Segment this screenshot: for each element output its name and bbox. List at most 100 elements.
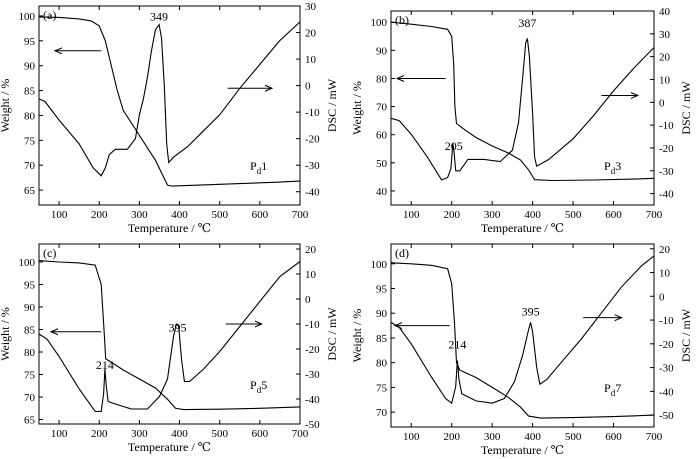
left-y-tick-label: 40 (376, 186, 388, 198)
right-y-tick-label: -10 (305, 107, 320, 119)
left-y-tick-label: 100 (371, 259, 388, 271)
left-y-tick-label: 70 (376, 407, 388, 419)
right-y-tick-label: -10 (659, 120, 674, 132)
right-y-tick-label: 0 (659, 97, 665, 109)
panel-a: 100 200 300 400 500 600 70065707580859095100-4… (0, 1, 339, 235)
panel-label: (d) (395, 246, 409, 260)
x-tick-label: 500 (565, 209, 582, 221)
sample-label: Pd1 (250, 159, 267, 176)
right-y-tick-label: -20 (659, 143, 674, 155)
x-tick-label: 700 (646, 209, 663, 221)
left-y-tick-label: 80 (24, 110, 36, 122)
right-y-tick-label: -10 (305, 319, 320, 331)
left-y-tick-label: 75 (24, 135, 36, 147)
dsc-curve (38, 21, 301, 177)
right-y-tick-label: -20 (305, 344, 320, 356)
x-tick-label: 700 (292, 209, 309, 221)
x-tick-label: 200 (443, 209, 460, 221)
x-tick-label: 600 (605, 209, 622, 221)
right-y-tick-label: 20 (659, 244, 671, 256)
sample-label: Pd7 (604, 381, 621, 398)
x-axis-title: Temperature / ℃ (128, 221, 211, 235)
peak-label: 395 (169, 321, 187, 335)
left-y-tick-label: 90 (24, 61, 36, 73)
tg-weight-curve (390, 262, 655, 419)
sample-label: Pd3 (604, 159, 621, 176)
right-y-tick-label: 30 (659, 29, 671, 41)
right-y-tick-label: -50 (659, 410, 674, 422)
left-y-tick-label: 80 (376, 73, 388, 85)
x-tick-label: 300 (484, 209, 501, 221)
x-tick-label: 500 (565, 431, 582, 443)
right-y-tick-label: 30 (305, 1, 317, 13)
right-y-tick-label: 0 (305, 294, 311, 306)
peak-label: 349 (150, 10, 168, 24)
right-y-tick-label: -40 (659, 386, 674, 398)
right-y-tick-label: -30 (659, 166, 674, 178)
left-y-tick-label: 60 (376, 130, 388, 142)
panel-b: 100 200 300 400 500 600 700405060708090100-40-… (350, 6, 693, 235)
panel-label: (a) (43, 8, 56, 22)
x-tick-label: 200 (91, 209, 108, 221)
x-tick-label: 100 (403, 209, 420, 221)
right-y-tick-label: -20 (305, 134, 320, 146)
x-tick-label: 100 (51, 428, 68, 440)
left-y-tick-label: 95 (24, 280, 36, 292)
left-y-tick-label: 90 (24, 302, 36, 314)
left-y-tick-label: 65 (24, 415, 36, 427)
left-y-tick-label: 80 (376, 358, 388, 370)
x-tick-label: 600 (252, 428, 269, 440)
left-y-tick-label: 90 (376, 308, 388, 320)
right-y-axis-title: DSC / mW (325, 307, 339, 361)
peak-label: 205 (445, 139, 463, 153)
x-tick-label: 500 (211, 209, 228, 221)
left-y-axis-title: Weight / % (0, 79, 12, 133)
x-tick-label: 700 (292, 428, 309, 440)
x-tick-label: 600 (252, 209, 269, 221)
left-y-tick-label: 80 (24, 347, 36, 359)
peak-label: 395 (522, 304, 540, 318)
tg-weight-curve (38, 260, 301, 411)
right-y-tick-label: -20 (659, 339, 674, 351)
plot-frame (390, 10, 655, 206)
right-y-axis-title: DSC / mW (679, 81, 693, 135)
panel-d: 100 200 300 400 500 600 700707580859095100-50-… (350, 243, 693, 457)
right-y-tick-label: 40 (659, 6, 671, 18)
x-tick-label: 300 (131, 428, 148, 440)
left-y-tick-label: 70 (376, 102, 388, 114)
panel-label: (c) (43, 246, 56, 260)
left-y-tick-label: 65 (24, 185, 36, 197)
left-y-axis-title: Weight / % (0, 307, 12, 361)
tg-weight-curve (390, 21, 655, 182)
left-y-axis-title: Weight / % (350, 81, 364, 135)
right-y-tick-label: 10 (305, 269, 317, 281)
left-y-tick-label: 100 (19, 257, 36, 269)
plot-frame (390, 243, 655, 428)
right-y-tick-label: -30 (305, 160, 320, 172)
peak-label: 387 (518, 16, 536, 30)
left-y-tick-label: 90 (376, 45, 388, 57)
left-y-tick-label: 70 (24, 160, 36, 172)
right-y-tick-label: 10 (305, 54, 317, 66)
x-tick-label: 100 (403, 431, 420, 443)
x-tick-label: 400 (171, 428, 188, 440)
tg-weight-curve (38, 16, 301, 187)
sample-label: Pd5 (250, 378, 267, 395)
left-y-tick-label: 85 (376, 333, 388, 345)
x-tick-label: 300 (484, 431, 501, 443)
x-axis-title: Temperature / ℃ (128, 440, 211, 454)
x-tick-label: 400 (524, 431, 541, 443)
x-tick-label: 700 (646, 431, 663, 443)
right-y-tick-label: -50 (305, 419, 320, 431)
x-tick-label: 100 (51, 209, 68, 221)
x-axis-title: Temperature / ℃ (481, 443, 564, 457)
x-axis-title: Temperature / ℃ (481, 221, 564, 235)
dsc-curve (38, 261, 301, 413)
x-tick-label: 600 (605, 431, 622, 443)
dsc-curve (390, 255, 655, 405)
panel-c: 100 200 300 400 500 600 70065707580859095100-5… (0, 243, 339, 454)
x-tick-label: 300 (131, 209, 148, 221)
left-y-axis-title: Weight / % (350, 309, 364, 363)
left-y-tick-label: 70 (24, 392, 36, 404)
